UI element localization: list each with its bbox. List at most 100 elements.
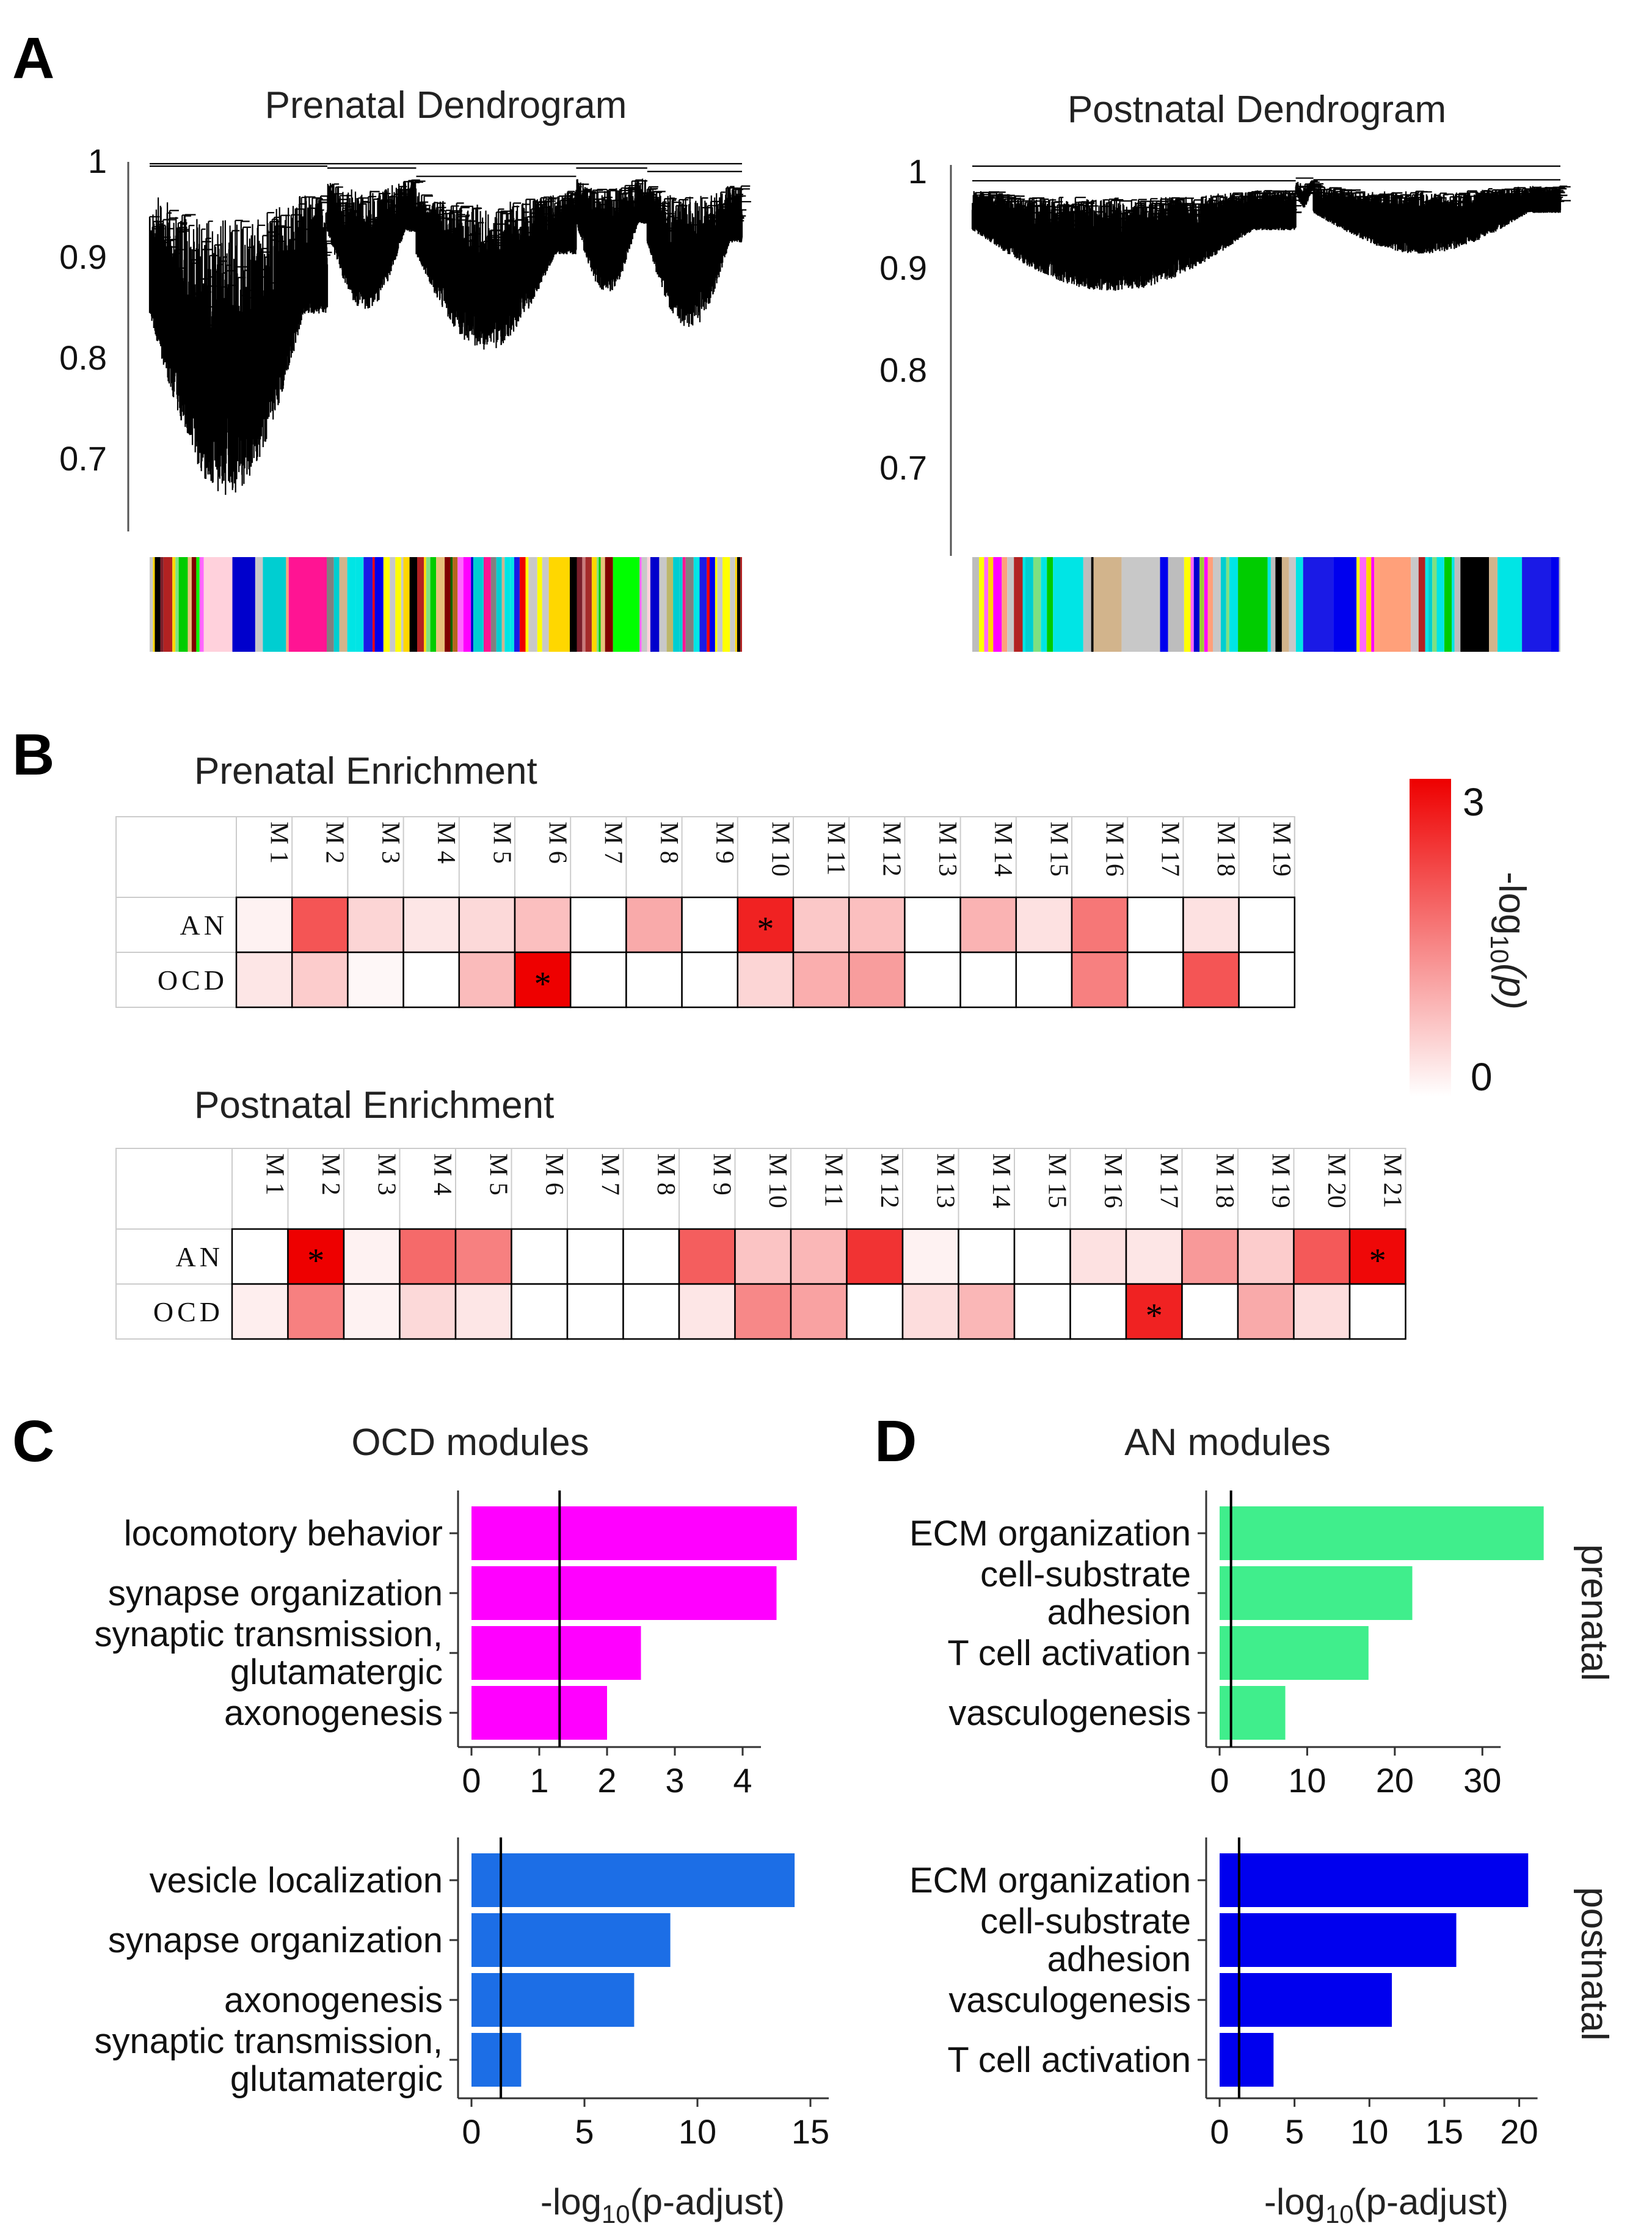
module-color-segment [1303,557,1333,652]
heatmap-cell [958,1283,1016,1340]
module-color-segment [374,557,384,652]
module-color-segment [430,557,437,652]
module-color-segment [1207,557,1213,652]
module-color-segment [150,557,153,652]
heatmap-cell [901,1283,959,1340]
module-color-segment [163,557,173,652]
heatmap-cell [1125,1228,1183,1285]
x-tick-label: 1 [529,1761,548,1800]
module-column-label: M 15 [1044,822,1072,877]
heatmap-cell [848,896,906,954]
module-color-segment [255,557,263,652]
heatmap-cell [737,951,795,1009]
heatmap-cell [1126,951,1184,1009]
heatmap-cell [511,1228,569,1285]
bar [471,1973,635,2027]
module-color-segment [659,557,667,652]
module-color-segment [1356,557,1360,652]
module-color-segment [1025,557,1033,652]
module-color-segment [172,557,176,652]
y-tick-label: 1 [908,152,927,191]
category-label: locomotory behavior [124,1514,443,1553]
category-label: vasculogenesis [948,1693,1191,1733]
y-tick-label: 0.8 [879,351,927,389]
heatmap-cell [399,1228,457,1285]
module-column-label: M 6 [544,822,572,864]
module-color-segment [160,557,164,652]
heatmap-cell [1069,1283,1127,1340]
module-color-segment [501,557,505,652]
heatmap-cell [402,896,460,954]
module-column-label: M 13 [933,822,961,877]
module-column-label: M 4 [428,1153,456,1195]
module-column-label: M 15 [1043,1153,1071,1208]
module-column-label: M 5 [484,1153,512,1195]
module-color-segment [288,557,327,652]
category-label: synapse organization [108,1921,443,1960]
module-color-segment [1289,557,1296,652]
category-label: vesicle localization [150,1861,443,1900]
panel-letter-a: A [12,26,54,91]
module-color-segment [390,557,396,652]
module-color-segment [1053,557,1083,652]
module-column-label: M 17 [1155,1153,1183,1208]
heatmap-cell [1126,896,1184,954]
module-color-segment [592,557,597,652]
module-color-segment [1238,557,1268,652]
module-color-segment [196,557,200,652]
heatmap-cell [1013,1228,1071,1285]
module-column-label: M 4 [432,822,460,864]
bar [1220,1913,1457,1967]
heatmap-cell [959,951,1017,1009]
x-tick-label: 20 [1376,1761,1414,1800]
module-color-segment [972,557,979,652]
module-column-label: M 19 [1267,1153,1295,1208]
heatmap-cell [402,951,460,1009]
category-label: synaptic transmission, glutamatergic [94,1614,443,1692]
module-color-segment [401,557,404,652]
heatmap-cell [734,1228,792,1285]
module-color-segment [1014,557,1023,652]
module-color-segment [1418,557,1425,652]
heatmap-cell [347,896,404,954]
module-color-segment [175,557,179,652]
heatmap-cell [1348,1228,1406,1285]
module-color-segment [286,557,289,652]
significance-star: * [1369,1242,1386,1280]
module-color-segment [740,557,742,652]
module-color-segment [1093,557,1122,652]
row-label: AN [176,1241,224,1272]
module-color-segment [178,557,188,652]
postnatal-side-label: postnatal [1573,1887,1615,2041]
module-color-segment [1160,557,1168,652]
y-tick-label: 1 [88,142,107,180]
module-color-segment [1281,557,1289,652]
y-tick-label: 0.7 [879,448,927,487]
module-color-segment [1199,557,1204,652]
module-color-segment [424,557,426,652]
heatmap-cell [287,1228,345,1285]
heatmap-cell [901,1228,959,1285]
x-tick-label: 5 [575,2112,594,2151]
module-color-segment [1226,557,1229,652]
module-column-label: M 1 [265,822,293,864]
module-color-segment [519,557,526,652]
module-color-segment [153,557,155,652]
an-modules-title: AN modules [1124,1421,1331,1464]
module-color-segment [1083,557,1091,652]
module-color-segment [979,557,984,652]
category-label: axonogenesis [224,1693,443,1733]
module-column-label: M 18 [1210,1153,1239,1208]
bar [471,1853,795,1907]
module-column-label: M 21 [1378,1153,1406,1208]
module-column-label: M 3 [373,1153,401,1195]
module-column-label: M 7 [596,1153,624,1195]
module-column-label: M 12 [875,1153,903,1208]
dendrogram-tree [148,162,751,495]
module-color-segment [199,557,204,652]
module-color-segment [1454,557,1461,652]
module-color-segment [473,557,482,652]
module-color-segment [1033,557,1041,652]
module-color-segment [1428,557,1433,652]
module-column-label: M 9 [708,1153,736,1195]
